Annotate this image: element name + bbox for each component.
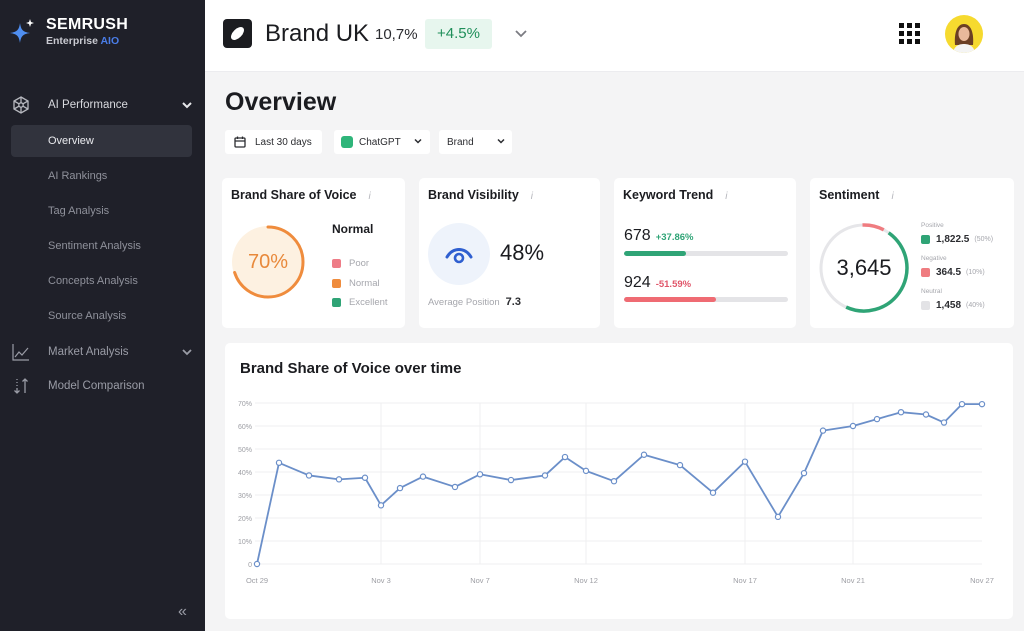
svg-text:60%: 60%: [238, 424, 252, 431]
ai-performance-icon: [11, 95, 31, 115]
chevron-down-icon[interactable]: [181, 98, 193, 116]
sidebar-group-label: Market Analysis: [48, 346, 129, 358]
sentiment-total: 3,645: [836, 255, 892, 280]
share-of-voice-status: Normal: [332, 222, 374, 236]
share-of-voice-value: 70%: [247, 251, 289, 273]
keyword-trend-card: Keyword Trend i 678 +37.86% 924 -51.59%: [614, 178, 796, 328]
sidebar-item-sentiment-analysis[interactable]: Sentiment Analysis: [48, 240, 141, 252]
svg-text:Nov 3: Nov 3: [371, 576, 391, 585]
svg-text:Nov 12: Nov 12: [574, 576, 598, 585]
chevron-down-icon[interactable]: [181, 345, 193, 363]
chevron-down-icon: [413, 136, 423, 149]
sidebar-group-ai-performance[interactable]: AI Performance: [0, 88, 205, 122]
segment-filter[interactable]: Brand: [439, 130, 512, 154]
user-avatar[interactable]: [945, 15, 983, 53]
info-icon[interactable]: i: [891, 191, 894, 202]
semrush-logo[interactable]: SEMRUSH Enterprise AIO: [8, 16, 128, 48]
top-header: Brand UK 10,7% +4.5%: [205, 0, 1024, 72]
svg-text:30%: 30%: [238, 493, 252, 500]
brand-selector-chevron-icon[interactable]: [514, 26, 528, 45]
chatgpt-icon: [341, 136, 353, 148]
svg-text:40%: 40%: [238, 470, 252, 477]
apps-grid-icon[interactable]: [899, 23, 920, 44]
share-of-voice-chart-card: Brand Share of Voice over time 0 10% 20% 30…: [225, 343, 1013, 619]
model-filter[interactable]: ChatGPT: [334, 130, 430, 154]
svg-text:70%: 70%: [238, 401, 252, 408]
date-range-filter[interactable]: Last 30 days: [225, 130, 322, 154]
eye-icon: [428, 223, 490, 285]
card-title: Sentiment i: [819, 188, 894, 202]
sentiment-label: Negative: [921, 255, 947, 262]
line-chart-icon: [11, 342, 31, 362]
share-of-voice-line-chart[interactable]: 0 10% 20% 30% 40% 50% 60% 70% Oct 29 Nov 3 Nov 7 No…: [225, 343, 1013, 619]
calendar-icon: [234, 136, 246, 148]
card-title: Brand Share of Voice i: [231, 188, 371, 202]
info-icon[interactable]: i: [725, 191, 728, 202]
sentiment-donut: [819, 223, 909, 313]
card-title: Keyword Trend i: [623, 188, 728, 202]
svg-text:Nov 17: Nov 17: [733, 576, 757, 585]
legend-normal: Normal: [332, 278, 380, 289]
keyword-row-down: 924 -51.59%: [624, 274, 692, 291]
logo-subtitle: Enterprise AIO: [46, 35, 120, 47]
sentiment-label: Positive: [921, 222, 944, 229]
brand-change-badge: +4.5%: [425, 19, 492, 49]
share-of-voice-gauge: [231, 225, 305, 299]
sidebar-item-concepts-analysis[interactable]: Concepts Analysis: [48, 275, 138, 287]
sidebar-item-source-analysis[interactable]: Source Analysis: [48, 310, 127, 322]
sort-arrows-icon: [11, 376, 31, 396]
svg-text:Nov 7: Nov 7: [470, 576, 490, 585]
sentiment-positive: 1,822.5 (50%): [921, 234, 993, 245]
svg-text:Oct 29: Oct 29: [246, 576, 268, 585]
svg-text:Nov 21: Nov 21: [841, 576, 865, 585]
sidebar-group-label: AI Performance: [48, 99, 128, 111]
sidebar-group-label: Model Comparison: [48, 380, 145, 392]
brand-logo-icon: [223, 19, 252, 48]
legend-excellent: Excellent: [332, 297, 388, 308]
brand-share: 10,7%: [375, 26, 418, 43]
brand-visibility-card: Brand Visibility i 48% Average Position 7.…: [419, 178, 600, 328]
keyword-progress-bar: [624, 297, 788, 302]
sidebar-group-model-comparison[interactable]: Model Comparison: [0, 369, 205, 403]
sidebar-item-tag-analysis[interactable]: Tag Analysis: [48, 205, 110, 217]
svg-text:0: 0: [248, 562, 252, 569]
chevron-down-icon: [496, 136, 506, 149]
sentiment-card: Sentiment i 3,645 Positive 1,822.5 (50%) N…: [810, 178, 1014, 328]
brand-name: Brand UK: [265, 20, 370, 47]
brand-visibility-value: 48%: [500, 240, 545, 265]
sidebar-nav: AI Performance Overview AI Rankings Tag …: [0, 88, 205, 403]
sidebar-item-ai-rankings[interactable]: AI Rankings: [48, 170, 108, 182]
date-range-label: Last 30 days: [255, 136, 312, 148]
collapse-sidebar-button[interactable]: «: [178, 603, 187, 620]
model-label: ChatGPT: [359, 136, 401, 148]
card-title: Brand Visibility i: [428, 188, 533, 202]
svg-text:50%: 50%: [238, 447, 252, 454]
svg-text:Nov 27: Nov 27: [970, 576, 994, 585]
keyword-progress-bar: [624, 251, 788, 256]
sidebar-group-market-analysis[interactable]: Market Analysis: [0, 335, 205, 369]
svg-text:10%: 10%: [238, 539, 252, 546]
sentiment-label: Neutral: [921, 288, 942, 295]
legend-poor: Poor: [332, 258, 369, 269]
sentiment-negative: 364.5 (10%): [921, 267, 985, 278]
average-position: Average Position 7.3: [428, 296, 521, 308]
logo-title: SEMRUSH: [46, 16, 129, 33]
sidebar: SEMRUSH Enterprise AIO AI Performance Ov…: [0, 0, 205, 631]
sidebar-item-overview[interactable]: Overview: [11, 125, 192, 157]
chart-title: Brand Share of Voice over time: [240, 360, 462, 377]
share-of-voice-card: Brand Share of Voice i 70% Normal Poor No…: [222, 178, 405, 328]
sparkle-logo-icon: [8, 16, 36, 46]
svg-text:20%: 20%: [238, 516, 252, 523]
sentiment-neutral: 1,458 (40%): [921, 300, 985, 311]
keyword-row-up: 678 +37.86%: [624, 227, 694, 244]
segment-label: Brand: [447, 136, 474, 148]
page-title: Overview: [225, 88, 337, 116]
info-icon[interactable]: i: [530, 191, 533, 202]
info-icon[interactable]: i: [368, 191, 371, 202]
